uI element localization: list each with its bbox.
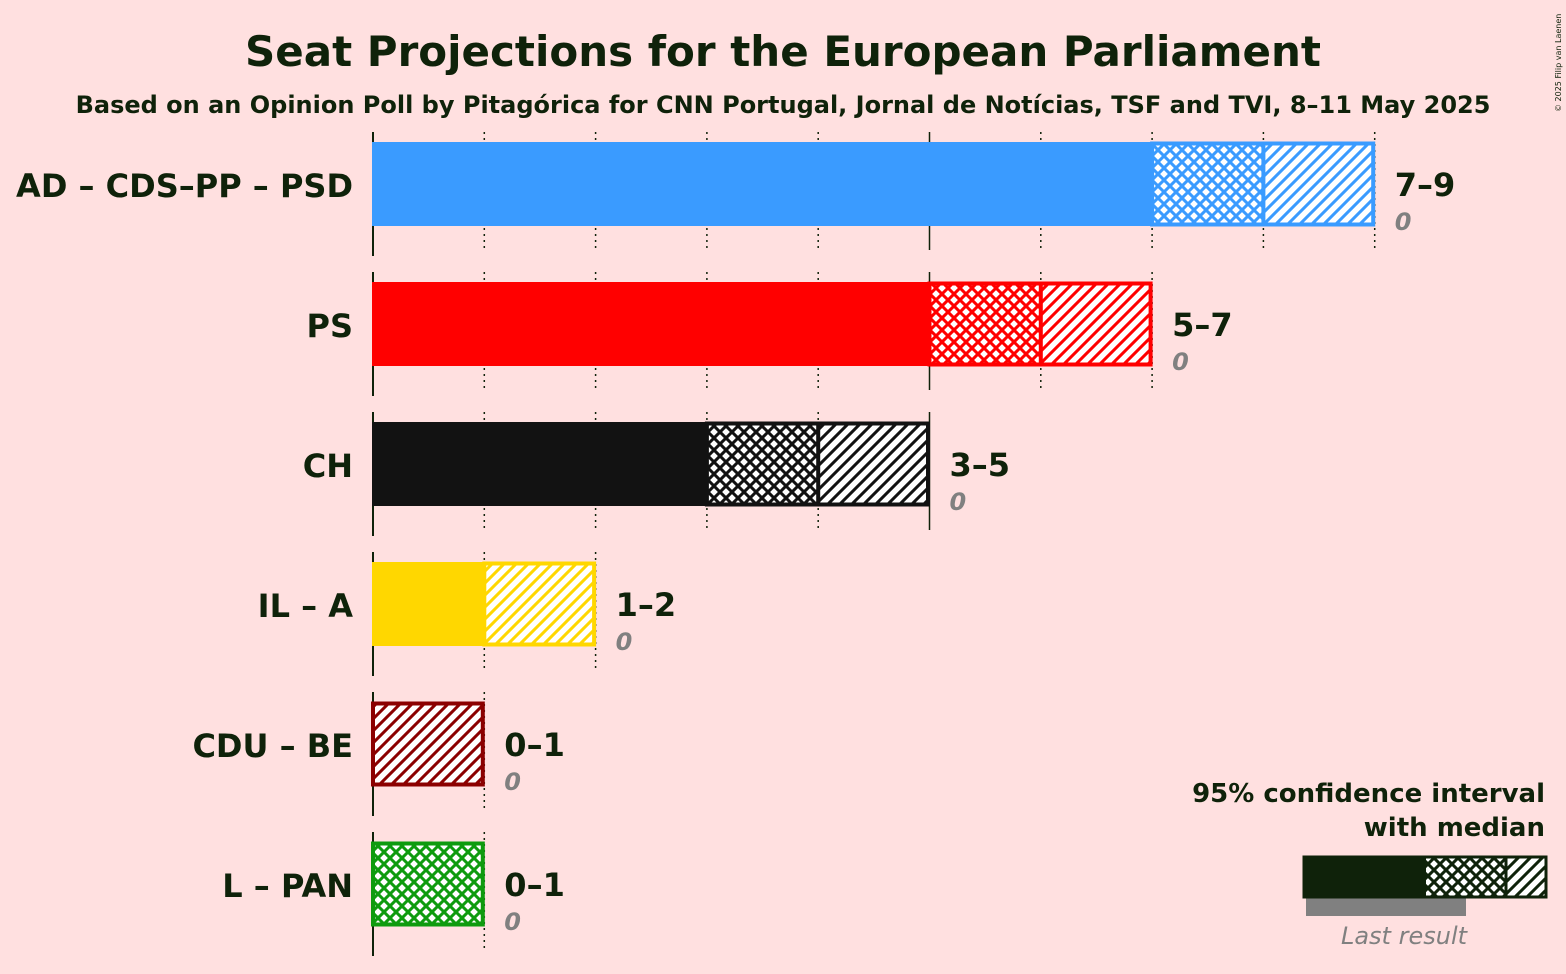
bar-solid-segment xyxy=(372,422,707,506)
legend-bar-outline xyxy=(1302,855,1548,899)
legend-hatch-segment xyxy=(1506,857,1546,897)
last-result-label: 0 xyxy=(616,628,633,656)
legend-last-result-label: Last result xyxy=(1341,922,1469,950)
range-label: 7–9 xyxy=(1395,166,1456,204)
legend-crosshatch-segment xyxy=(1426,857,1506,897)
bar-crosshatch-segment xyxy=(1152,142,1264,226)
legend-title-line1: 95% confidence interval xyxy=(1192,779,1545,809)
party-label: CDU – BE xyxy=(192,727,353,765)
bar-interval-outline xyxy=(371,841,485,927)
bar-hatch-segment xyxy=(484,562,596,646)
bar-crosshatch-segment xyxy=(373,842,485,926)
bar-solid-segment xyxy=(372,562,485,646)
last-result-label: 0 xyxy=(1172,348,1189,376)
last-result-label: 0 xyxy=(1395,208,1412,236)
bar-crosshatch-segment xyxy=(929,282,1041,366)
bar-hatch-segment xyxy=(373,702,485,786)
bar-solid-segment xyxy=(372,282,930,366)
legend-last-result-bar xyxy=(1306,898,1466,916)
party-label: IL – A xyxy=(258,587,354,625)
range-label: 3–5 xyxy=(950,446,1011,484)
party-label: L – PAN xyxy=(222,867,353,905)
last-result-label: 0 xyxy=(504,768,521,796)
legend: 95% confidence interval with median Last… xyxy=(1192,779,1548,950)
bar-hatch-segment xyxy=(818,422,930,506)
last-result-label: 0 xyxy=(950,488,967,516)
copyright-note: © 2025 Filip van Laenen xyxy=(1554,14,1563,112)
bar-hatch-segment xyxy=(1263,142,1375,226)
chart-title: Seat Projections for the European Parlia… xyxy=(245,27,1321,76)
party-label: CH xyxy=(303,447,353,485)
range-label: 0–1 xyxy=(504,726,565,764)
bar-hatch-segment xyxy=(1040,282,1153,366)
last-result-label: 0 xyxy=(504,908,521,936)
range-label: 1–2 xyxy=(616,586,677,624)
range-label: 0–1 xyxy=(504,866,565,904)
bar-solid-segment xyxy=(372,142,1153,226)
legend-solid-segment xyxy=(1304,857,1426,897)
bar-crosshatch-segment xyxy=(706,422,819,506)
bar-interval-outline xyxy=(482,561,597,647)
party-label: PS xyxy=(307,307,354,345)
chart-subtitle: Based on an Opinion Poll by Pitagórica f… xyxy=(76,91,1491,119)
party-label: AD – CDS–PP – PSD xyxy=(16,167,353,205)
legend-title-line2: with median xyxy=(1364,813,1545,843)
party-bars: AD – CDS–PP – PSD 7–9 0 PS 5–7 0 CH 3–5 0 IL – A 1… xyxy=(16,132,1455,956)
bar-interval-outline xyxy=(371,701,485,787)
range-label: 5–7 xyxy=(1172,306,1233,344)
